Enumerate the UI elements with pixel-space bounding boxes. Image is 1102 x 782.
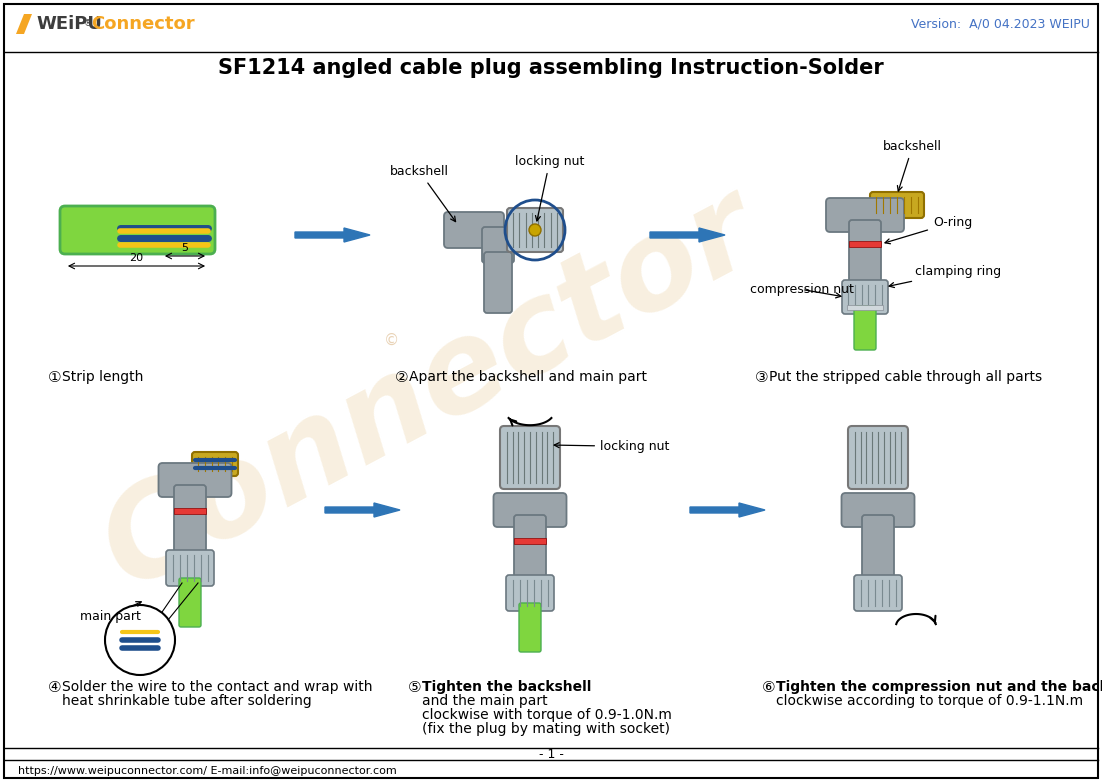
FancyBboxPatch shape bbox=[854, 575, 903, 611]
FancyBboxPatch shape bbox=[862, 515, 894, 586]
Bar bbox=[174, 508, 206, 514]
FancyBboxPatch shape bbox=[514, 515, 545, 586]
Text: 20: 20 bbox=[129, 253, 143, 263]
Text: ⑤: ⑤ bbox=[408, 680, 422, 695]
Text: Tighten the backshell: Tighten the backshell bbox=[422, 680, 592, 694]
Text: ©: © bbox=[385, 332, 400, 347]
Text: Version:  A/0 04.2023 WEIPU: Version: A/0 04.2023 WEIPU bbox=[911, 17, 1090, 30]
FancyBboxPatch shape bbox=[842, 493, 915, 527]
Text: main part: main part bbox=[80, 601, 141, 623]
FancyBboxPatch shape bbox=[500, 426, 560, 489]
Text: - 1 -: - 1 - bbox=[539, 748, 563, 761]
FancyBboxPatch shape bbox=[166, 550, 214, 586]
Polygon shape bbox=[20, 14, 32, 34]
Bar bbox=[847, 305, 883, 310]
Text: WEiPU: WEiPU bbox=[36, 15, 101, 33]
FancyBboxPatch shape bbox=[849, 220, 880, 291]
Text: Connector: Connector bbox=[83, 167, 777, 613]
Text: clamping ring: clamping ring bbox=[889, 265, 1001, 288]
Bar bbox=[514, 538, 545, 544]
FancyBboxPatch shape bbox=[174, 485, 206, 561]
Text: O-ring: O-ring bbox=[885, 216, 972, 244]
Text: clockwise with torque of 0.9-1.0N.m: clockwise with torque of 0.9-1.0N.m bbox=[422, 708, 672, 722]
Circle shape bbox=[105, 605, 175, 675]
Text: (fix the plug by mating with socket): (fix the plug by mating with socket) bbox=[422, 722, 670, 736]
FancyBboxPatch shape bbox=[519, 603, 541, 652]
FancyBboxPatch shape bbox=[60, 206, 215, 254]
FancyBboxPatch shape bbox=[507, 208, 563, 252]
FancyBboxPatch shape bbox=[444, 212, 504, 248]
Text: heat shrinkable tube after soldering: heat shrinkable tube after soldering bbox=[62, 694, 312, 708]
Bar bbox=[849, 241, 880, 247]
FancyBboxPatch shape bbox=[842, 280, 888, 314]
Text: locking nut: locking nut bbox=[515, 155, 584, 221]
Text: locking nut: locking nut bbox=[554, 440, 669, 453]
Text: Strip length: Strip length bbox=[62, 370, 143, 384]
Text: ®: ® bbox=[84, 19, 93, 28]
Text: ②: ② bbox=[395, 370, 409, 385]
FancyBboxPatch shape bbox=[484, 252, 512, 313]
FancyBboxPatch shape bbox=[192, 452, 238, 476]
Text: backshell: backshell bbox=[390, 165, 455, 221]
Text: clockwise according to torque of 0.9-1.1N.m: clockwise according to torque of 0.9-1.1… bbox=[776, 694, 1083, 708]
Text: Tighten the compression nut and the backshell: Tighten the compression nut and the back… bbox=[776, 680, 1102, 694]
FancyBboxPatch shape bbox=[482, 227, 514, 263]
Text: Put the stripped cable through all parts: Put the stripped cable through all parts bbox=[769, 370, 1042, 384]
FancyBboxPatch shape bbox=[854, 306, 876, 350]
Text: Apart the backshell and main part: Apart the backshell and main part bbox=[409, 370, 647, 384]
Text: Solder the wire to the contact and wrap with: Solder the wire to the contact and wrap … bbox=[62, 680, 372, 694]
FancyBboxPatch shape bbox=[849, 426, 908, 489]
Text: backshell: backshell bbox=[883, 140, 942, 191]
FancyBboxPatch shape bbox=[179, 578, 201, 627]
Polygon shape bbox=[17, 14, 30, 34]
FancyBboxPatch shape bbox=[826, 198, 904, 232]
Text: 5: 5 bbox=[182, 243, 188, 253]
Text: ①: ① bbox=[48, 370, 62, 385]
Polygon shape bbox=[690, 503, 765, 517]
Text: SF1214 angled cable plug assembling Instruction-Solder: SF1214 angled cable plug assembling Inst… bbox=[218, 58, 884, 78]
Polygon shape bbox=[325, 503, 400, 517]
FancyBboxPatch shape bbox=[494, 493, 566, 527]
Text: ③: ③ bbox=[755, 370, 768, 385]
FancyBboxPatch shape bbox=[506, 575, 554, 611]
Text: compression nut: compression nut bbox=[750, 283, 854, 298]
Polygon shape bbox=[295, 228, 370, 242]
Polygon shape bbox=[650, 228, 725, 242]
Text: Connector: Connector bbox=[91, 15, 195, 33]
FancyBboxPatch shape bbox=[869, 192, 923, 218]
Text: and the main part: and the main part bbox=[422, 694, 548, 708]
Text: ④: ④ bbox=[48, 680, 62, 695]
Text: ⑥: ⑥ bbox=[761, 680, 776, 695]
FancyBboxPatch shape bbox=[159, 463, 231, 497]
Circle shape bbox=[529, 224, 541, 236]
Text: https://www.weipuconnector.com/ E-mail:info@weipuconnector.com: https://www.weipuconnector.com/ E-mail:i… bbox=[18, 766, 397, 776]
